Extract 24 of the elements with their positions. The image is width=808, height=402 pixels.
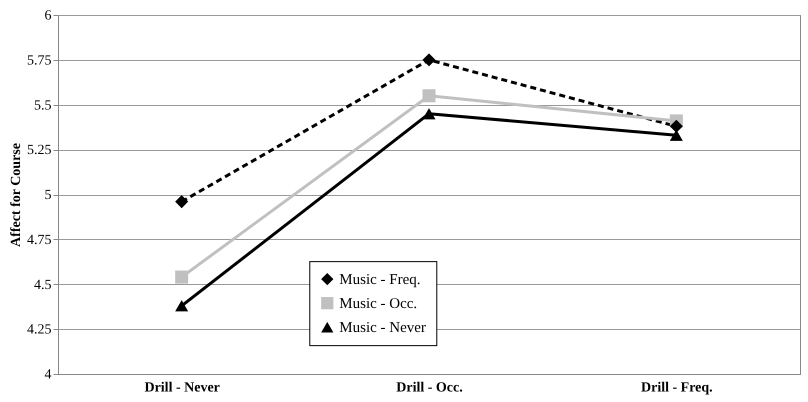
x-tick-label: Drill - Freq. [640,380,713,396]
point [670,130,683,141]
point [422,53,436,66]
y-axis-title: Affect for Course [9,143,24,247]
point [422,89,436,102]
y-tick-label: 5.25 [27,143,52,158]
y-tick-label: 5.5 [34,98,52,114]
y-tick-label: 4.25 [27,322,52,338]
x-tick-label: Drill - Occ. [396,380,463,396]
point [422,108,436,120]
point [175,300,188,312]
x-tick-label: Drill - Never [144,380,220,396]
y-tick-label: 4 [44,368,52,382]
y-tick-label: 5 [44,188,52,203]
y-tick-label: 4.5 [34,278,52,293]
y-tick-label: 4.75 [27,232,52,248]
y-tick-label: 5.75 [27,53,52,68]
point [175,195,188,208]
legend-label: Music - Never [339,320,426,336]
legend-label: Music - Freq. [339,272,421,288]
legend-label: Music - Occ. [339,296,418,312]
y-tick-label: 6 [44,8,52,24]
point [670,120,683,133]
point [175,270,188,284]
